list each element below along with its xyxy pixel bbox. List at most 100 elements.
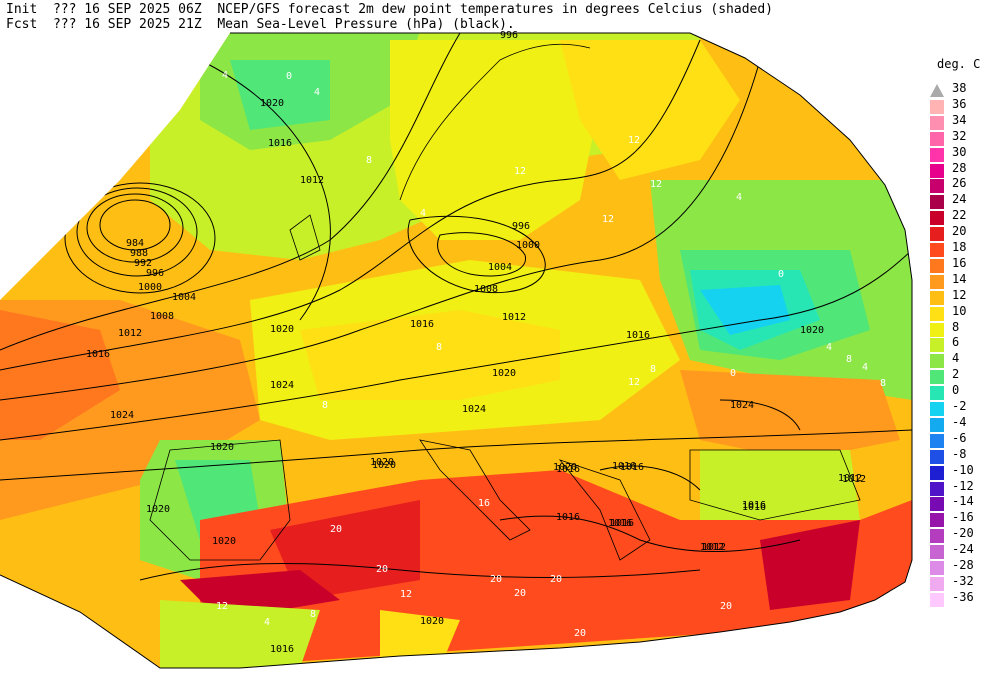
colorbar-entry: 14 [930,272,1000,291]
colorbar-entry: 4 [930,351,1000,370]
isobar-label: 1008 [150,311,174,322]
isobar-label: 1020 [370,457,394,468]
isobar-label: 1000 [138,282,162,293]
colorbar-swatch [930,163,944,178]
colorbar-label: 18 [952,240,967,254]
isobar-label: 1020 [553,462,577,473]
temp-label: 8 [650,364,656,375]
colorbar-swatch [930,84,944,97]
colorbar-label: 26 [952,176,967,191]
temp-label: 20 [514,588,526,599]
isobar-label: 1012 [502,312,526,323]
isobar-label: 1016 [742,502,766,513]
colorbar-swatch [930,322,944,337]
colorbar-entry: -14 [930,494,1000,513]
isobar-label: 1016 [268,138,292,149]
colorbar-swatch [930,465,944,480]
colorbar-label: 32 [952,128,967,143]
colorbar-swatch [930,274,944,289]
colorbar-swatch [930,99,944,114]
isobar-label: 1016 [608,518,632,529]
isobar-label: 992 [134,258,152,269]
colorbar-label: -6 [952,430,967,445]
colorbar-swatch [930,147,944,162]
colorbar-entry: -10 [930,463,1000,482]
isobar-label: 1020 [420,616,444,627]
temp-label: 20 [330,524,342,535]
isobar-label: 1020 [800,325,824,336]
colorbar-swatch [930,561,944,575]
colorbar-label: 10 [952,303,967,318]
colorbar-label: -4 [952,414,967,429]
temp-label: 0 [778,269,784,280]
temp-label: 8 [366,155,372,166]
temp-label: 20 [550,574,562,585]
isobar-label: 1016 [612,461,636,472]
header-line-1: Init ??? 16 SEP 2025 06Z NCEP/GFS foreca… [6,2,774,17]
colorbar-label: 4 [952,351,960,366]
colorbar-label: 34 [952,112,967,127]
colorbar-entry: 8 [930,320,1000,339]
isobar-label: 1016 [626,330,650,341]
temp-label: 12 [650,179,662,190]
isobar-label: 1016 [610,518,634,529]
colorbar-entry: 36 [930,96,1000,116]
isobars [0,33,912,581]
colorbar-label: 30 [952,144,967,159]
colorbar-entry: 28 [930,161,1000,180]
colorbar-entry: 10 [930,303,1000,323]
temp-label: 4 [736,192,742,203]
colorbar-swatch [930,354,944,369]
isobar-label-layer: 996 1020 1016 1012 984 988 992 996 1000 … [86,30,866,655]
colorbar-swatch [930,179,944,194]
isobar-label: 1012 [700,542,724,553]
isobar-label: 1020 [270,324,294,335]
colorbar-swatch [930,386,944,401]
temp-label: 4 [314,87,320,98]
colorbar-entry: -28 [930,558,1000,577]
isobar-label: 1020 [210,442,234,453]
colorbar-entry: 6 [930,335,1000,354]
colorbar-label: -24 [952,542,974,557]
isobar-label: 1020 [146,504,170,515]
colorbar-swatch [930,497,944,512]
colorbar-swatch [930,481,944,496]
temp-label: 12 [628,377,640,388]
colorbar-entry: 18 [930,240,1000,259]
colorbar-entry: -16 [930,510,1000,529]
temp-label: 0 [730,368,736,379]
colorbar-swatch [930,576,944,591]
colorbar-entry: 16 [930,255,1000,275]
colorbar-swatch [930,195,944,210]
colorbar-swatch [930,592,944,607]
temp-label: 12 [216,601,228,612]
colorbar-swatch [930,115,944,130]
colorbar-label: 16 [952,255,967,270]
colorbar-label: -36 [952,589,974,604]
isobar-label: 996 [500,30,518,41]
colorbar-title: deg. C [937,57,981,71]
colorbar-label: -16 [952,510,974,525]
temp-label: 4 [264,617,270,628]
colorbar-label: 6 [952,335,960,350]
colorbar-entry: -24 [930,542,1000,561]
temp-label: 0 [286,71,292,82]
colorbar-entry: 20 [930,224,1000,243]
isobar-label: 1020 [492,368,516,379]
colorbar-swatch [930,545,944,560]
colorbar-swatch [930,433,944,448]
coastlines [149,43,861,561]
temp-label: 8 [322,400,328,411]
temp-label: 12 [514,166,526,177]
colorbar-label: 0 [952,383,960,398]
isobar-label: 1024 [462,404,486,415]
isobar-label: 1024 [270,380,294,391]
isobar-label: 1020 [212,536,236,547]
colorbar-label: 36 [952,96,967,111]
colorbar-entry: -12 [930,479,1000,498]
colorbar-label: -32 [952,573,974,588]
header-line-2: Fcst ??? 16 SEP 2025 21Z Mean Sea-Level … [6,17,515,32]
colorbar-entry: -32 [930,573,1000,593]
isobar-label: 996 [512,221,530,232]
